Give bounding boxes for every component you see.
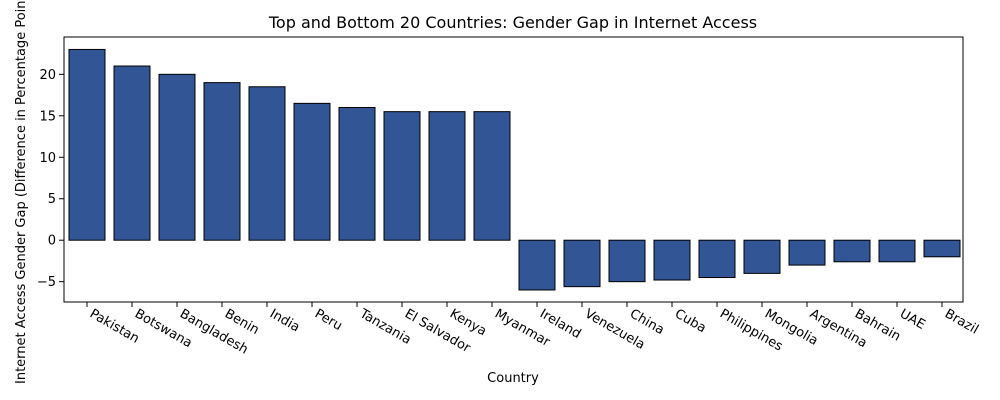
bar-china bbox=[608, 239, 646, 283]
plot-frame bbox=[63, 36, 964, 303]
bar-myanmar bbox=[473, 111, 511, 241]
y-tick-label: 0 bbox=[48, 234, 56, 249]
x-tick-label: Tanzania bbox=[356, 306, 413, 348]
bar-ireland bbox=[518, 239, 556, 291]
bar-cuba bbox=[653, 239, 691, 281]
bar-botswana bbox=[113, 65, 151, 241]
y-tick-label: −5 bbox=[37, 275, 56, 290]
y-tick-label: 5 bbox=[48, 192, 56, 207]
bar-brazil bbox=[923, 239, 961, 258]
bar-kenya bbox=[428, 111, 466, 241]
bar-peru bbox=[293, 102, 331, 241]
x-tick-label: Brazil bbox=[942, 306, 981, 337]
y-tick-label: 15 bbox=[39, 109, 56, 124]
x-tick-label: Peru bbox=[312, 306, 345, 333]
bar-uae bbox=[878, 239, 916, 263]
x-tick-label: Cuba bbox=[672, 306, 709, 336]
bar-argentina bbox=[788, 239, 826, 266]
bar-venezuela bbox=[563, 239, 601, 288]
x-tick-label: UAE bbox=[897, 306, 928, 332]
bar-mongolia bbox=[743, 239, 781, 274]
chart-title: Top and Bottom 20 Countries: Gender Gap … bbox=[268, 13, 757, 32]
y-axis: −5 0 5 10 15 20 bbox=[37, 68, 64, 290]
x-tick-label: India bbox=[267, 306, 302, 335]
bar-benin bbox=[203, 82, 241, 241]
bar-bahrain bbox=[833, 239, 871, 263]
x-axis-label: Country bbox=[487, 371, 539, 386]
x-tick-label: Pakistan bbox=[87, 306, 142, 346]
y-tick-label: 20 bbox=[39, 68, 56, 83]
y-axis-label: Internet Access Gender Gap (Difference i… bbox=[14, 0, 29, 384]
bar-pakistan bbox=[68, 48, 106, 241]
bars-group bbox=[68, 48, 961, 291]
bar-india bbox=[248, 86, 286, 241]
y-tick-label: 10 bbox=[39, 151, 56, 166]
bar-el-salvador bbox=[383, 111, 421, 241]
bar-bangladesh bbox=[158, 73, 196, 241]
bar-philippines bbox=[698, 239, 736, 279]
bar-tanzania bbox=[338, 107, 376, 241]
